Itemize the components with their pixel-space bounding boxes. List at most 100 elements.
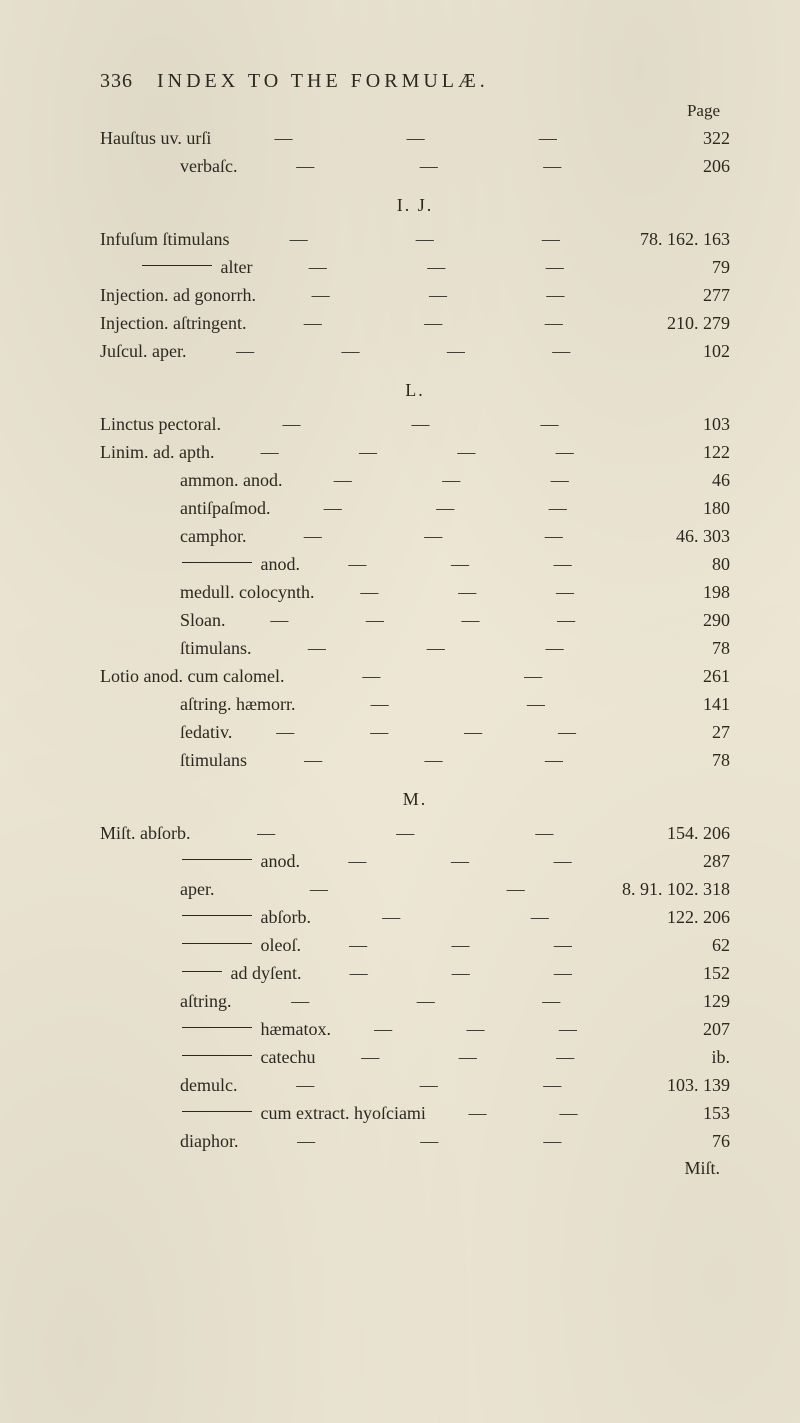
leader-dashes: ——— [230,226,621,254]
entry-name: Miſt. abſorb. [100,820,191,848]
ditto-rule [142,265,212,266]
index-entry: ſtimulans.———78 [100,635,730,663]
index-entry: ad dyſent.———152 [100,960,730,988]
leader-dashes: ——— [239,1128,621,1156]
entry-name: anod. [256,551,300,579]
entry-name: hæmatox. [256,1016,331,1044]
entry-pages: 78 [620,635,730,663]
ditto-rule [182,1055,252,1056]
index-entry: verbaſc.———206 [100,153,730,181]
index-entry: ſtimulans———78 [100,747,730,775]
index-entry: antiſpaſmod.———180 [100,495,730,523]
entry-pages: 129 [620,988,730,1016]
entry-pages: 8. 91. 102. 318 [620,876,730,904]
entry-pages: 46 [620,467,730,495]
entry-pages: 62 [620,932,730,960]
ditto-rule [182,943,252,944]
leader-dashes: ——— [191,820,621,848]
entry-name: ad dyſent. [226,960,301,988]
leader-dashes: —— [284,663,620,691]
leader-dashes: —— [296,691,621,719]
leader-dashes: ——— [300,551,620,579]
entry-pages: 78. 162. 163 [620,226,730,254]
leader-dashes: ———— [226,607,620,635]
entry-pages: 154. 206 [620,820,730,848]
entry-name: Injection. ad gonorrh. [100,282,256,310]
index-entry: abſorb.——122. 206 [100,904,730,932]
entry-name: Juſcul. aper. [100,338,186,366]
index-entry: cum extract. hyoſciami——153 [100,1100,730,1128]
entry-pages: 206 [620,153,730,181]
index-entry: aper.——8. 91. 102. 318 [100,876,730,904]
leader-dashes: ——— [252,254,620,282]
ditto-rule [182,915,252,916]
leader-dashes: ——— [237,1072,620,1100]
leader-dashes: ——— [282,467,620,495]
entry-name: aſtring. [180,988,232,1016]
ditto-rule [182,859,252,860]
entry-name: demulc. [180,1072,237,1100]
leader-dashes: ——— [246,310,620,338]
entry-pages: 27 [620,719,730,747]
index-entry: hæmatox.———207 [100,1016,730,1044]
index-entry: aſtring.———129 [100,988,730,1016]
entry-pages: 153 [620,1100,730,1128]
index-entry: camphor.———46. 303 [100,523,730,551]
entry-name: Linctus pectoral. [100,411,221,439]
entry-pages: 102 [620,338,730,366]
entry-name: anod. [256,848,300,876]
entry-name: Injection. aſtringent. [100,310,246,338]
leader-dashes: ——— [252,635,621,663]
leader-dashes: ——— [270,495,620,523]
page-column-label: Page [100,101,730,121]
leader-dashes: ——— [314,579,620,607]
index-entry: diaphor.———76 [100,1128,730,1156]
entry-name: aper. [180,876,214,904]
entry-pages: 180 [620,495,730,523]
leader-dashes: —— [214,876,620,904]
entry-pages: 103 [620,411,730,439]
entry-name: aſtring. hæmorr. [180,691,296,719]
page-header: 336 INDEX TO THE FORMULÆ. [100,70,730,93]
entry-pages: 78 [620,747,730,775]
entry-pages: 290 [620,607,730,635]
entry-name: ſedativ. [180,719,232,747]
index-entry: alter———79 [100,254,730,282]
page: 336 INDEX TO THE FORMULÆ. Page Hauſtus u… [0,0,800,1423]
ditto-rule [182,1111,252,1112]
index-entry: ſedativ.————27 [100,719,730,747]
entry-name: Lotio anod. cum calomel. [100,663,284,691]
entry-pages: 122. 206 [620,904,730,932]
entry-name: abſorb. [256,904,311,932]
entry-pages: 261 [620,663,730,691]
ditto-rule [182,971,222,972]
entry-pages: 80 [620,551,730,579]
ditto-rule [182,562,252,563]
index-entry: Hauſtus uv. urſi———322 [100,125,730,153]
entry-pages: 79 [620,254,730,282]
entry-pages: ib. [620,1044,730,1072]
entry-name: antiſpaſmod. [180,495,270,523]
index-entry: anod.———80 [100,551,730,579]
leader-dashes: ——— [301,932,620,960]
index-entry: anod.———287 [100,848,730,876]
section-heading: M. [100,789,730,810]
index-body: Hauſtus uv. urſi———322verbaſc.———206I. J… [100,125,730,1156]
entry-pages: 103. 139 [620,1072,730,1100]
index-entry: ammon. anod.———46 [100,467,730,495]
leader-dashes: ——— [301,960,620,988]
entry-name: Hauſtus uv. urſi [100,125,211,153]
entry-pages: 210. 279 [620,310,730,338]
leader-dashes: —— [311,904,620,932]
running-title: INDEX TO THE FORMULÆ. [157,70,489,93]
leader-dashes: ——— [232,988,621,1016]
index-entry: Sloan.————290 [100,607,730,635]
entry-name: Linim. ad. apth. [100,439,214,467]
entry-pages: 287 [620,848,730,876]
entry-pages: 122 [620,439,730,467]
leader-dashes: ——— [315,1044,620,1072]
section-heading: L. [100,380,730,401]
leader-dashes: ———— [186,338,620,366]
entry-name: ſtimulans [180,747,247,775]
entry-pages: 322 [620,125,730,153]
